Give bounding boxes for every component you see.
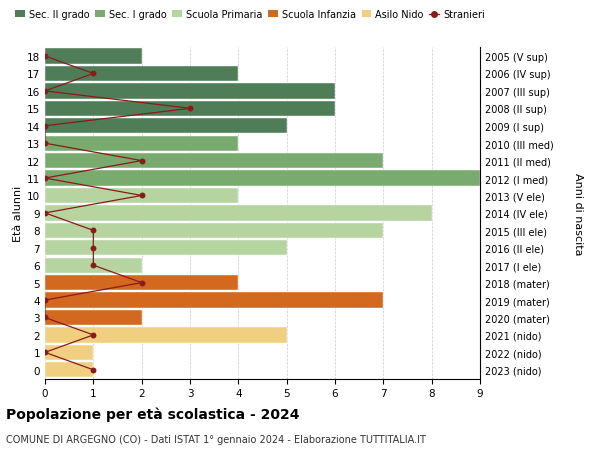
Point	[137, 280, 146, 287]
Bar	[45, 171, 480, 186]
Point	[89, 331, 98, 339]
Bar	[45, 49, 142, 65]
Bar	[45, 206, 431, 221]
Text: Popolazione per età scolastica - 2024: Popolazione per età scolastica - 2024	[6, 406, 299, 421]
Point	[89, 71, 98, 78]
Point	[40, 210, 50, 217]
Bar	[45, 275, 238, 291]
Bar	[45, 345, 94, 360]
Bar	[45, 310, 142, 325]
Bar	[45, 362, 94, 378]
Bar	[45, 188, 238, 204]
Point	[137, 157, 146, 165]
Point	[40, 53, 50, 61]
Bar	[45, 101, 335, 117]
Text: COMUNE DI ARGEGNO (CO) - Dati ISTAT 1° gennaio 2024 - Elaborazione TUTTITALIA.IT: COMUNE DI ARGEGNO (CO) - Dati ISTAT 1° g…	[6, 434, 426, 444]
Point	[185, 106, 195, 113]
Y-axis label: Anni di nascita: Anni di nascita	[573, 172, 583, 255]
Point	[40, 175, 50, 182]
Point	[89, 366, 98, 374]
Bar	[45, 223, 383, 239]
Point	[40, 297, 50, 304]
Point	[40, 349, 50, 356]
Bar	[45, 84, 335, 99]
Point	[40, 88, 50, 95]
Point	[89, 227, 98, 235]
Point	[89, 245, 98, 252]
Y-axis label: Età alunni: Età alunni	[13, 185, 23, 241]
Bar	[45, 136, 238, 151]
Bar	[45, 293, 383, 308]
Point	[40, 140, 50, 147]
Bar	[45, 67, 238, 82]
Bar	[45, 154, 383, 169]
Legend: Sec. II grado, Sec. I grado, Scuola Primaria, Scuola Infanzia, Asilo Nido, Stran: Sec. II grado, Sec. I grado, Scuola Prim…	[15, 10, 485, 20]
Point	[40, 314, 50, 321]
Bar	[45, 119, 287, 134]
Bar	[45, 258, 142, 273]
Bar	[45, 328, 287, 343]
Bar	[45, 241, 287, 256]
Point	[40, 123, 50, 130]
Point	[137, 192, 146, 200]
Point	[89, 262, 98, 269]
